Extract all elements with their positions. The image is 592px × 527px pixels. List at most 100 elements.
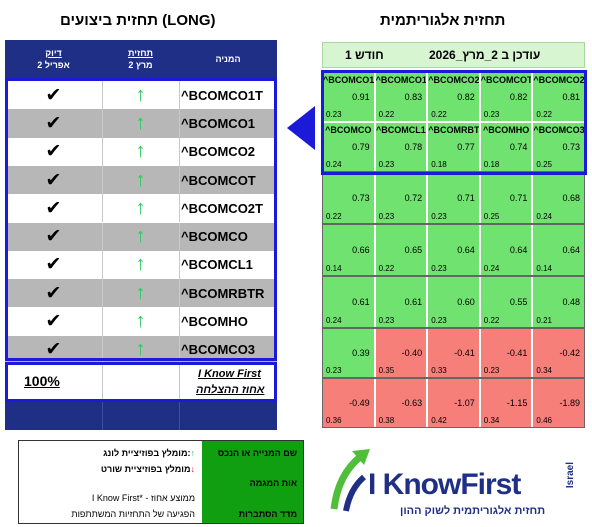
stock-name: ^BCOMCO2T bbox=[181, 200, 263, 216]
cell-signal: 0.81 bbox=[562, 92, 580, 103]
legend-accuracy-1: I Know First* - ממוצע אחוז bbox=[91, 493, 195, 503]
cell-predictability: 0.34 bbox=[536, 366, 552, 375]
heatmap-cell: ^BCOMCO1T 0.83 0.22 bbox=[374, 72, 428, 122]
cell-predictability: 0.23 bbox=[431, 316, 447, 325]
cell-stock-name: ^BCOMCL1 bbox=[376, 125, 426, 135]
stock-name: ^BCOMHO bbox=[181, 314, 248, 330]
cell-predictability: 0.14 bbox=[326, 264, 342, 273]
cell-predictability: 0.22 bbox=[326, 212, 342, 221]
table-row: ^BCOMRBTR ↑ ✔ bbox=[5, 279, 277, 308]
check-icon: ✔ bbox=[45, 339, 62, 361]
cell-signal: 0.48 bbox=[562, 297, 580, 307]
cell-predictability: 0.18 bbox=[483, 160, 500, 169]
heatmap-cell: ^BCOMCO 0.79 0.24 bbox=[322, 122, 375, 172]
cell-signal: -0.41 bbox=[454, 348, 475, 359]
left-title: תחזית ביצועים (LONG) bbox=[60, 12, 216, 29]
check-icon: ✔ bbox=[45, 197, 62, 219]
cell-predictability: 0.36 bbox=[326, 416, 342, 425]
cell-stock-name: ^BCOMHO bbox=[482, 125, 530, 135]
cell-signal: -0.42 bbox=[559, 348, 580, 359]
cell-predictability: 0.23 bbox=[483, 110, 500, 119]
forecast-up-arrow-icon: ↑ bbox=[135, 83, 146, 106]
cell-signal: 0.78 bbox=[404, 142, 423, 153]
performance-table-footer bbox=[5, 402, 277, 430]
cell-predictability: 0.25 bbox=[536, 160, 552, 169]
cell-signal: 0.72 bbox=[404, 193, 423, 203]
performance-table-frame bbox=[5, 78, 277, 361]
cell-signal: 0.82 bbox=[509, 92, 528, 103]
cell-signal: 0.74 bbox=[509, 142, 528, 153]
pointer-arrow-icon bbox=[287, 106, 315, 150]
table-row: ^BCOMCO1T ↑ ✔ bbox=[5, 81, 277, 110]
legend-green-column: שם המנייה או הנכס אות המגמה מדד הסתברות bbox=[202, 441, 303, 523]
legend-long: מומלץ בפוזיציית לונג:↑ bbox=[103, 448, 195, 458]
check-icon: ✔ bbox=[45, 282, 62, 304]
heatmap-block-border bbox=[322, 224, 585, 276]
cell-predictability: 0.24 bbox=[483, 264, 500, 273]
cell-predictability: 0.18 bbox=[431, 160, 447, 169]
cell-predictability: 0.46 bbox=[536, 416, 552, 425]
heatmap-cell: -0.63 0.38 bbox=[374, 378, 428, 428]
forecast-up-arrow-icon: ↑ bbox=[135, 168, 146, 191]
heatmap-cell: ^BCOMCO2 0.82 0.22 bbox=[427, 72, 480, 122]
heatmap-cell: ^BCOMCL1 0.78 0.23 bbox=[374, 122, 428, 172]
stock-name: ^BCOMCOT bbox=[181, 172, 256, 188]
legend: שם המנייה או הנכס אות המגמה מדד הסתברות … bbox=[18, 440, 304, 524]
table-row: ^BCOMCO2 ↑ ✔ bbox=[5, 137, 277, 166]
legend-predictability: מדד הסתברות bbox=[238, 509, 297, 519]
forecast-up-arrow-icon: ↑ bbox=[135, 338, 146, 361]
legend-asset-name: שם המנייה או הנכס bbox=[217, 448, 297, 458]
cell-signal: -1.07 bbox=[454, 398, 475, 409]
updated-date: עודכן ב 2_מרץ_2026 bbox=[429, 48, 541, 62]
heatmap-cell: 0.66 0.14 bbox=[322, 224, 375, 276]
cell-signal: 0.55 bbox=[509, 297, 528, 307]
cell-signal: -0.49 bbox=[349, 398, 370, 409]
heatmap-cell: 0.64 0.24 bbox=[479, 224, 533, 276]
cell-signal: 0.91 bbox=[352, 92, 370, 103]
cell-signal: -1.15 bbox=[506, 398, 528, 409]
cell-signal: -0.41 bbox=[506, 348, 528, 359]
table-row: ^BCOMHO ↑ ✔ bbox=[5, 307, 277, 336]
cell-predictability: 0.22 bbox=[378, 110, 395, 119]
cell-stock-name: ^BCOMCO2 bbox=[428, 75, 479, 85]
cell-predictability: 0.22 bbox=[431, 110, 447, 119]
cell-signal: 0.68 bbox=[562, 193, 580, 203]
cell-predictability: 0.24 bbox=[326, 316, 342, 325]
summary-label: אחוז ההצלחה bbox=[196, 384, 265, 396]
logo-wordmark: I KnowFirst bbox=[368, 468, 521, 501]
heatmap-cell: -1.07 0.42 bbox=[427, 378, 480, 428]
cell-signal: 0.83 bbox=[404, 92, 423, 103]
heatmap-cell: -0.42 0.34 bbox=[532, 328, 585, 378]
forecast-up-arrow-icon: ↑ bbox=[135, 140, 146, 163]
heatmap-block-border bbox=[322, 276, 585, 328]
stock-name: ^BCOMRBTR bbox=[181, 285, 265, 301]
cell-signal: 0.60 bbox=[457, 297, 475, 307]
forecast-up-arrow-icon: ↑ bbox=[135, 281, 146, 304]
cell-signal: 0.61 bbox=[352, 297, 370, 307]
header-stock: המניה bbox=[215, 54, 241, 64]
heatmap-cell: ^BCOMCO1 0.91 0.23 bbox=[322, 72, 375, 122]
stock-name: ^BCOMCO3 bbox=[181, 342, 256, 358]
cell-signal: 0.82 bbox=[457, 92, 475, 103]
cell-predictability: 0.23 bbox=[378, 160, 395, 169]
cell-signal: 0.65 bbox=[404, 245, 423, 255]
check-icon: ✔ bbox=[45, 169, 62, 191]
check-icon: ✔ bbox=[45, 141, 62, 163]
heatmap-cell: 0.73 0.22 bbox=[322, 172, 375, 224]
cell-predictability: 0.23 bbox=[431, 264, 447, 273]
heatmap-block-border bbox=[322, 172, 585, 224]
cell-stock-name: ^BCOMCO1 bbox=[323, 75, 374, 85]
legend-signal: אות המגמה bbox=[249, 478, 297, 488]
cell-predictability: 0.23 bbox=[326, 110, 342, 119]
cell-predictability: 0.23 bbox=[483, 366, 500, 375]
legend-short: מומלץ בפוזיציית שורט↓ bbox=[100, 464, 195, 474]
heatmap-cell: 0.72 0.23 bbox=[374, 172, 428, 224]
cell-signal: -0.63 bbox=[401, 398, 423, 409]
cell-signal: 0.66 bbox=[352, 245, 370, 255]
check-icon: ✔ bbox=[45, 112, 62, 134]
cell-predictability: 0.23 bbox=[431, 212, 447, 221]
forecast-up-arrow-icon: ↑ bbox=[135, 253, 146, 276]
check-icon: ✔ bbox=[45, 84, 62, 106]
heatmap-cell: -0.40 0.35 bbox=[374, 328, 428, 378]
heatmap-header: עודכן ב 2_מרץ_2026 1 חודש bbox=[322, 42, 585, 68]
